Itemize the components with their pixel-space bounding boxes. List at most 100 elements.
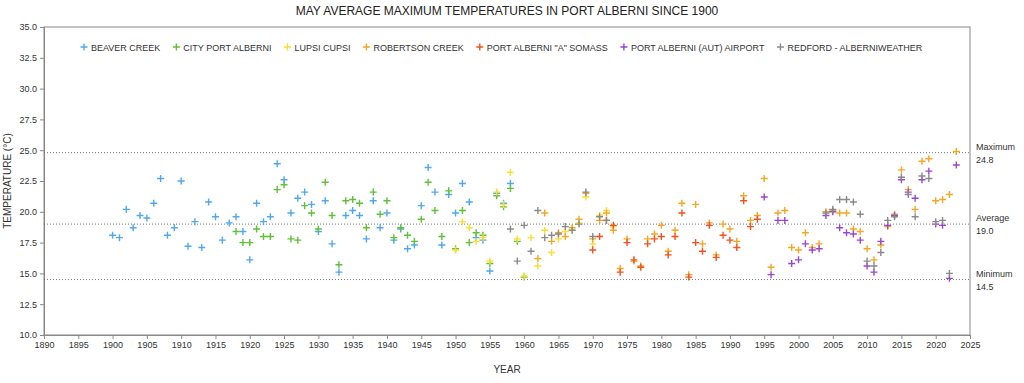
point [521, 272, 528, 279]
point [925, 168, 932, 175]
legend: BEAVER CREEKCITY PORT ALBERNILUPSI CUPSI… [81, 43, 923, 53]
point [281, 181, 288, 188]
tick-mark [421, 335, 422, 339]
point [891, 213, 898, 220]
legend-item: REDFORD - ALBERNIWEATHER [777, 43, 923, 53]
point [459, 180, 466, 187]
tick-label: 1990 [720, 340, 740, 350]
tick: 25.0 [19, 146, 44, 156]
point [733, 238, 740, 245]
point [308, 210, 315, 217]
point [253, 226, 260, 233]
point [308, 201, 315, 208]
point [438, 242, 445, 249]
point [603, 217, 610, 224]
point [843, 229, 850, 236]
point [267, 213, 274, 220]
point [123, 206, 130, 213]
legend-marker [777, 44, 784, 51]
point [301, 202, 308, 209]
series [534, 148, 959, 278]
point [534, 207, 541, 214]
tick: 1955 [480, 335, 500, 350]
point [918, 173, 925, 180]
tick-label: 1900 [103, 340, 123, 350]
point [898, 166, 905, 173]
tick-mark [970, 335, 971, 339]
point [185, 243, 192, 250]
tick: 10.0 [19, 330, 44, 340]
point [706, 222, 713, 229]
point [528, 248, 535, 255]
point [226, 219, 233, 226]
tick-mark [40, 27, 44, 28]
point [342, 212, 349, 219]
tick: 1975 [618, 335, 638, 350]
point [795, 246, 802, 253]
point [370, 189, 377, 196]
point [733, 244, 740, 251]
point [157, 175, 164, 182]
point [534, 255, 541, 262]
point [418, 202, 425, 209]
point [651, 235, 658, 242]
point [939, 196, 946, 203]
point [932, 197, 939, 204]
tick: 1995 [755, 335, 775, 350]
tick-mark [318, 335, 319, 339]
point [233, 213, 240, 220]
point [239, 239, 246, 246]
point [644, 240, 651, 247]
legend-marker [476, 44, 483, 51]
tick-label: 1980 [652, 340, 672, 350]
point [774, 210, 781, 217]
point [946, 270, 953, 277]
point [507, 185, 514, 192]
point [541, 227, 548, 234]
tick-label: 1975 [618, 340, 638, 350]
tick-label: 1925 [275, 340, 295, 350]
point [658, 222, 665, 229]
tick: 1895 [69, 335, 89, 350]
point [788, 244, 795, 251]
point [459, 218, 466, 225]
tick: 1900 [103, 335, 123, 350]
tick-label: 10.0 [19, 330, 37, 340]
tick-label: 1910 [172, 340, 192, 350]
point [486, 258, 493, 265]
legend-item: PORT ALBERNI "A" SOMASS [476, 43, 608, 53]
point [761, 175, 768, 182]
point [596, 213, 603, 220]
point [541, 234, 548, 241]
point [294, 237, 301, 244]
tick-label: 2025 [960, 340, 980, 350]
point [555, 230, 562, 237]
tick: 1935 [343, 335, 363, 350]
reference-label: 24.8 [976, 155, 994, 165]
point [925, 175, 932, 182]
tick-mark [250, 335, 251, 339]
tick-mark [524, 335, 525, 339]
tick-label: 1915 [206, 340, 226, 350]
tick: 2025 [960, 335, 980, 350]
point [699, 248, 706, 255]
point [171, 224, 178, 231]
tick-mark [867, 335, 868, 339]
reference-label: 14.5 [976, 282, 994, 292]
point [768, 271, 775, 278]
point [836, 224, 843, 231]
point [603, 210, 610, 217]
point [877, 238, 884, 245]
point [507, 226, 514, 233]
point [747, 223, 754, 230]
point [603, 217, 610, 224]
tick: 2000 [789, 335, 809, 350]
x-axis-title: YEAR [493, 364, 520, 375]
tick-label: 1890 [34, 340, 54, 350]
point [466, 224, 473, 231]
point [500, 201, 507, 208]
point [363, 224, 370, 231]
point [850, 198, 857, 205]
point [431, 189, 438, 196]
tick-label: 30.0 [19, 84, 37, 94]
